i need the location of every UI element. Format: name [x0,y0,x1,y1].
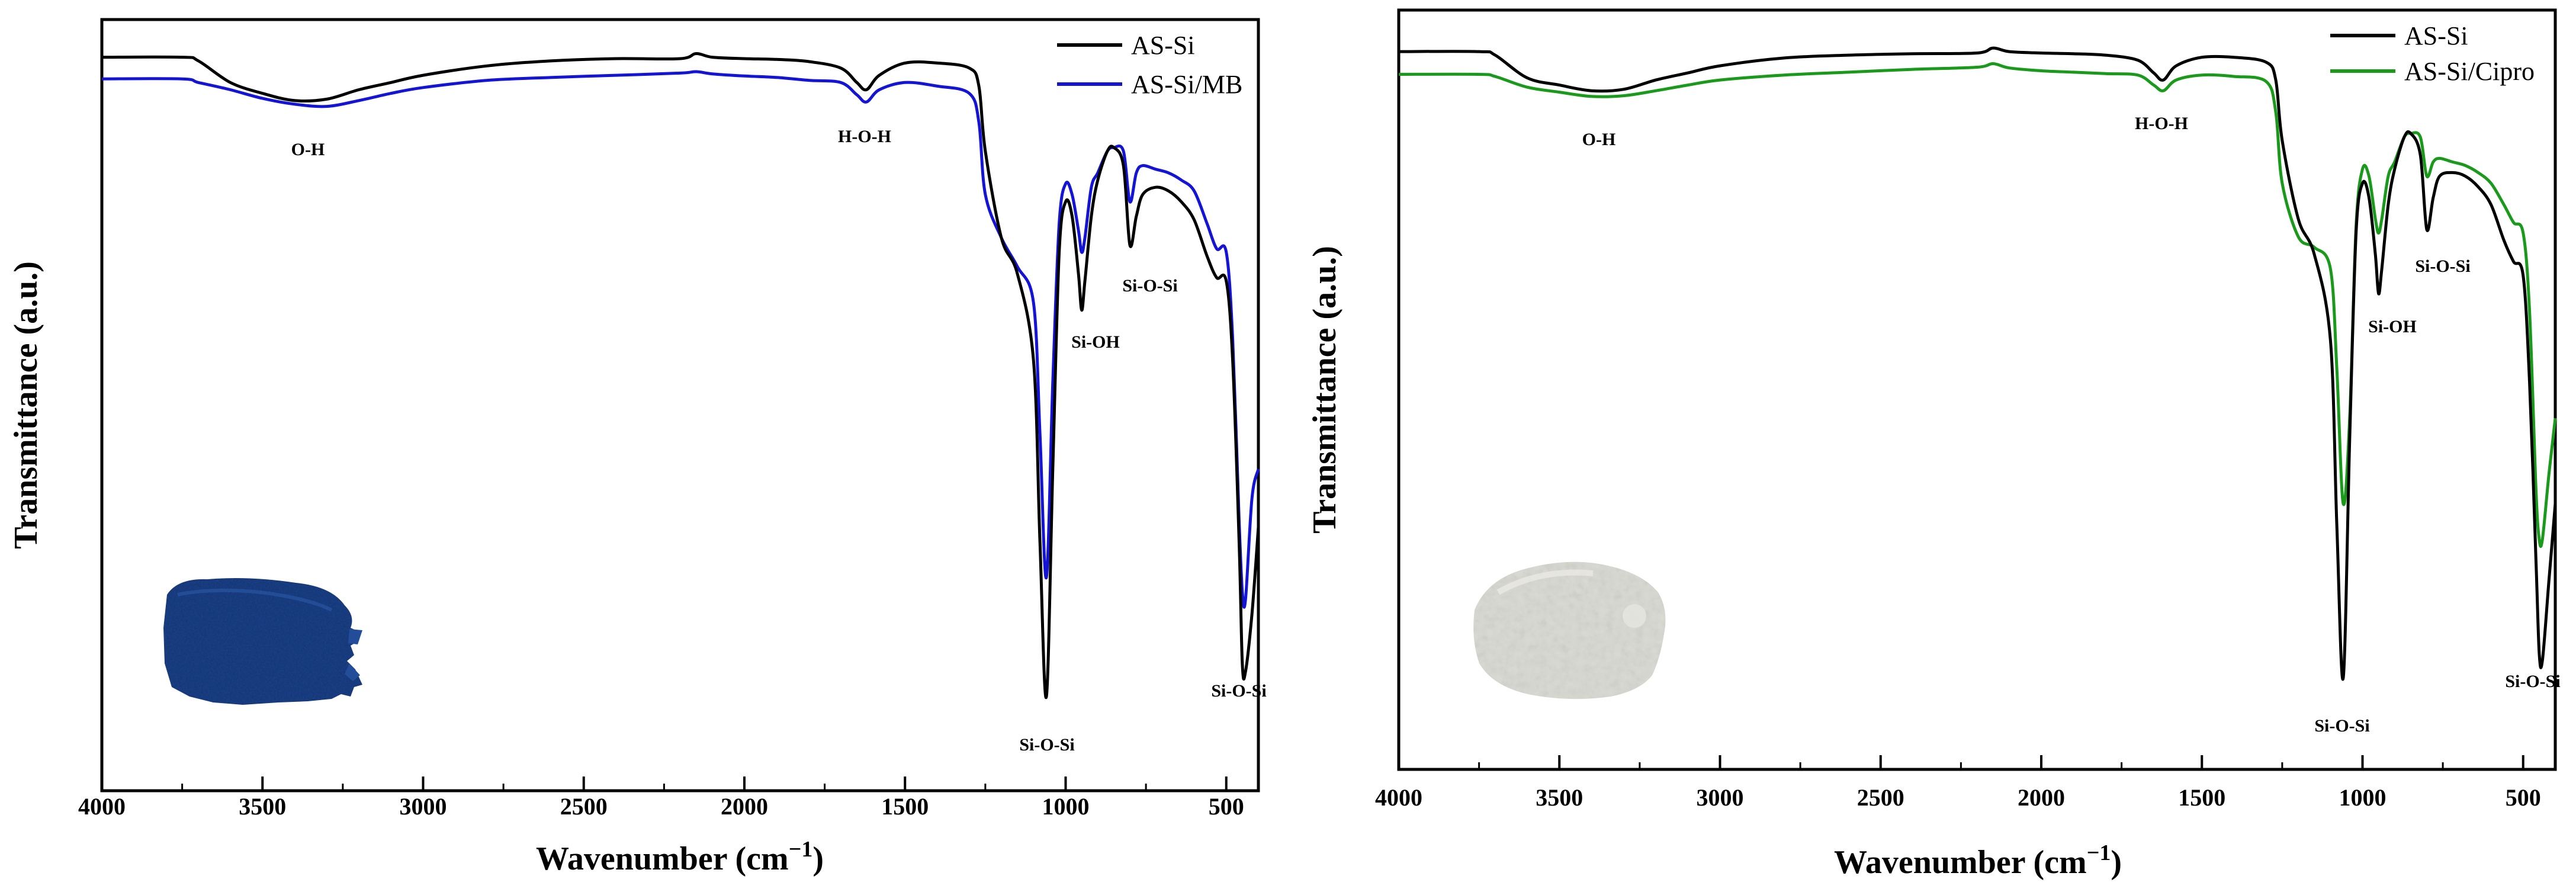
annotation-o-h: O-H [1582,130,1616,149]
annotation-h-o-h: H-O-H [838,127,891,146]
x-tick-label: 1500 [881,793,929,820]
plot-area-mb: 4000 3500 3000 2500 2000 1500 1000 500 [78,18,1260,820]
annotation-si-oh: Si-OH [2368,317,2417,336]
x-axis-title: Wavenumber (cm−1) [1834,840,2122,881]
x-tick-label: 1000 [2339,784,2387,811]
x-tick-label: 2500 [1857,784,1904,811]
series-line-as-si [101,52,1260,700]
x-tick-label: 500 [2506,784,2541,811]
plot-frame [100,18,1260,792]
inset-powder-cipro [1473,561,1666,700]
series-line-as-si-mb [101,70,1260,609]
legend: AS-Si AS-Si/Cipro [2330,21,2535,86]
annotation-si-oh: Si-OH [1071,332,1120,352]
x-tick-label: 2000 [2018,784,2065,811]
legend-label-as-si-mb: AS-Si/MB [1131,70,1242,99]
plot-area-cipro: 4000 3500 3000 2500 2000 1500 1000 500 [1375,8,2557,811]
x-tick-label: 500 [1209,793,1244,820]
x-ticks: 4000 3500 3000 2500 2000 1500 1000 500 [78,777,1244,820]
series-line-as-si [1398,46,2557,681]
x-tick-label: 3000 [400,793,447,820]
series-lines [1398,46,2557,681]
x-tick-label: 3500 [1536,784,1583,811]
x-ticks: 4000 3500 3000 2500 2000 1500 1000 500 [1375,755,2541,811]
x-tick-label: 4000 [78,793,126,820]
x-tick-label: 2000 [721,793,768,820]
y-axis-title: Transmittance (a.u.) [1306,246,1343,534]
x-tick-label: 2500 [560,793,608,820]
x-tick-label: 1500 [2178,784,2225,811]
panel-mb: 4000 3500 3000 2500 2000 1500 1000 500 Transmit… [8,18,1267,877]
x-axis-title: Wavenumber (cm−1) [536,837,824,877]
series-lines [101,52,1260,700]
legend-label-as-si: AS-Si [2404,21,2468,50]
x-tick-label: 1000 [1042,793,1090,820]
annotation-h-o-h: H-O-H [2135,114,2188,133]
panel-cipro: 4000 3500 3000 2500 2000 1500 1000 500 Transmit… [1306,8,2561,881]
series-line-as-si-cipro [1398,62,2557,548]
annotation-si-o-si-2: Si-O-Si [1019,735,1074,755]
annotation-si-o-si-3: Si-O-Si [1211,681,1266,701]
y-axis-title: Transmittance (a.u.) [8,261,44,549]
annotation-o-h: O-H [291,140,325,159]
annotation-si-o-si-1: Si-O-Si [1122,276,1177,296]
legend: AS-Si AS-Si/MB [1057,31,1242,99]
annotation-si-o-si-2: Si-O-Si [2314,716,2369,736]
inset-powder-mb [163,578,362,705]
x-tick-label: 3500 [239,793,286,820]
plot-frame [1397,8,2557,771]
x-tick-label: 4000 [1375,784,1422,811]
annotation-si-o-si-3: Si-O-Si [2505,672,2560,691]
legend-label-as-si: AS-Si [1131,31,1195,60]
annotation-si-o-si-1: Si-O-Si [2415,256,2470,276]
legend-label-as-si-cipro: AS-Si/Cipro [2404,57,2535,86]
x-tick-label: 3000 [1697,784,1744,811]
